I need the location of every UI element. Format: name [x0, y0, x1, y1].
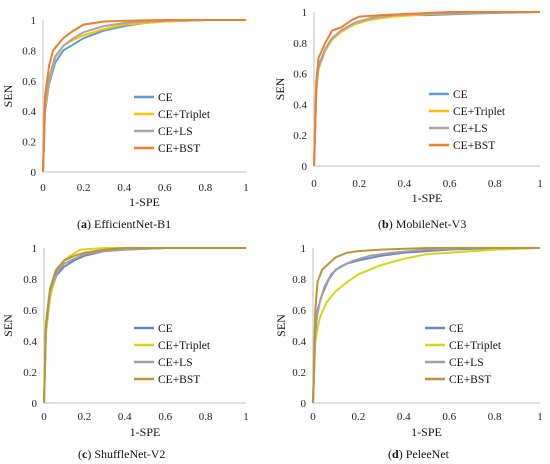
x-tick-label: 0.6	[442, 411, 456, 423]
y-tick-label: 1	[32, 243, 38, 255]
legend-label-ce-triplet: CE+Triplet	[158, 109, 211, 121]
y-tick-label: 0.8	[22, 45, 36, 57]
x-tick-label: 0.4	[397, 411, 411, 423]
legend-label-ce-bst: CE+BST	[449, 374, 491, 386]
x-tick-label: 0	[311, 178, 317, 190]
legend-label-ce-triplet: CE+Triplet	[158, 340, 211, 352]
legend-label-ce-triplet: CE+Triplet	[449, 340, 502, 352]
caption-shufflenet-v2: (c) ShuffleNet-V2	[78, 447, 166, 461]
panel-shufflenet-v2: 0 0.2 0.4 0.6 0.8 1 0 0.2 0.4 0.6 0.8 1 1-SPE SEN CE CE…	[0, 234, 275, 446]
x-tick-label: 0.8	[488, 411, 502, 423]
x-tick-label: 0.8	[199, 411, 213, 423]
y-axis-title: SEN	[275, 77, 287, 100]
legend-label-ce: CE	[158, 323, 173, 335]
x-tick-label: 0	[41, 411, 47, 423]
y-tick-label: 0.4	[23, 336, 37, 348]
y-tick-label: 0.4	[292, 336, 306, 348]
y-tick-label: 1	[301, 243, 307, 255]
roc-chart-shufflenet-v2: 0 0.2 0.4 0.6 0.8 1 0 0.2 0.4 0.6 0.8 1 1-SPE SEN CE CE…	[1, 243, 249, 439]
legend-label-ce-triplet: CE+Triplet	[453, 106, 506, 118]
series-line-ce-bst	[43, 247, 246, 404]
x-tick-label: 0.2	[78, 411, 92, 423]
y-tick-label: 0	[32, 398, 38, 410]
y-tick-label: 0.2	[23, 367, 37, 379]
y-tick-label: 0.4	[293, 99, 307, 111]
caption-efficientnet-b1: (a) EfficientNet-B1	[77, 217, 172, 231]
caption-mobilenet-v3: (b) MobileNet-V3	[378, 217, 467, 231]
x-tick-label: 0.6	[158, 411, 172, 423]
legend-label-ce: CE	[158, 92, 173, 104]
legend-label-ce-ls: CE+LS	[158, 126, 193, 138]
y-tick-label: 0.8	[292, 274, 306, 286]
series-line-ce-triplet	[312, 247, 541, 404]
x-tick-label: 0.8	[199, 182, 213, 194]
series-line-ce-bst	[312, 247, 540, 404]
caption-peleenet: (d) PeleeNet	[388, 447, 449, 461]
series-line-ce-bst	[42, 19, 246, 173]
x-tick-label: 0.6	[443, 178, 457, 190]
y-tick-label: 0	[302, 161, 308, 173]
x-tick-label: 0	[310, 411, 316, 423]
legend-label-ce: CE	[449, 323, 464, 335]
y-axis-title: SEN	[275, 314, 288, 337]
x-tick-label: 0.2	[352, 411, 366, 423]
y-axis-title: SEN	[1, 84, 15, 107]
y-tick-label: 0.6	[23, 305, 37, 317]
y-tick-label: 1	[31, 15, 37, 27]
legend-label-ce: CE	[453, 89, 468, 101]
series-line-ce	[313, 11, 541, 167]
x-axis-title: 1-SPE	[129, 195, 160, 209]
series-line-ce-ls	[313, 11, 541, 167]
x-tick-label: 0.4	[118, 411, 132, 423]
panel-peleenet: 0 0.2 0.4 0.6 0.8 1 0 0.2 0.4 0.6 0.8 1 1-SPE SEN CE CE…	[274, 234, 550, 446]
y-tick-label: 1	[302, 7, 308, 19]
roc-chart-peleenet: 0 0.2 0.4 0.6 0.8 1 0 0.2 0.4 0.6 0.8 1 1-SPE SEN CE CE…	[274, 243, 543, 439]
y-tick-label: 0.6	[293, 69, 307, 81]
x-axis-title: 1-SPE	[130, 425, 161, 439]
legend-label-ce-bst: CE+BST	[158, 374, 200, 386]
x-tick-label: 1	[537, 178, 543, 190]
y-tick-label: 0.8	[293, 38, 307, 50]
series-line-ce-triplet	[313, 11, 541, 167]
x-tick-label: 0.4	[398, 178, 412, 190]
y-tick-label: 0.2	[292, 367, 306, 379]
x-tick-label: 1	[243, 182, 249, 194]
y-axis-title: SEN	[1, 314, 15, 337]
y-tick-label: 0.6	[22, 76, 36, 88]
y-tick-label: 0	[31, 167, 37, 179]
legend-label-ce-bst: CE+BST	[158, 143, 200, 155]
x-tick-label: 0.2	[77, 182, 91, 194]
x-tick-label: 1	[537, 411, 543, 423]
y-tick-label: 0	[301, 398, 307, 410]
x-axis-title: 1-SPE	[412, 191, 443, 205]
y-tick-label: 0.8	[23, 274, 37, 286]
panel-mobilenet-v3: 0 0.2 0.4 0.6 0.8 1 0 0.2 0.4 0.6 0.8 1 1-SPE SEN CE CE…	[273, 0, 550, 215]
x-tick-label: 0.8	[488, 178, 502, 190]
roc-chart-mobilenet-v3: 0 0.2 0.4 0.6 0.8 1 0 0.2 0.4 0.6 0.8 1 1-SPE SEN CE CE…	[273, 7, 543, 205]
x-tick-label: 0.4	[117, 182, 131, 194]
y-tick-label: 0.4	[22, 106, 36, 118]
x-axis-title: 1-SPE	[411, 425, 442, 439]
x-tick-label: 0.2	[352, 178, 366, 190]
legend-label-ce-ls: CE+LS	[158, 357, 193, 369]
series-line-ce-ls	[312, 247, 540, 404]
roc-chart-efficientnet-b1: 0 0.2 0.4 0.6 0.8 1 0 0.2 0.4 0.6 0.8 1 1-SPE SEN CE CE…	[1, 15, 249, 209]
x-tick-label: 0.6	[158, 182, 172, 194]
y-tick-label: 0.2	[293, 130, 307, 142]
series-line-ce-bst	[313, 11, 540, 167]
y-tick-label: 0.6	[292, 305, 306, 317]
legend-label-ce-ls: CE+LS	[453, 123, 488, 135]
legend-label-ce-bst: CE+BST	[453, 140, 495, 152]
legend-label-ce-ls: CE+LS	[449, 357, 484, 369]
y-tick-label: 0.2	[22, 137, 36, 149]
panel-efficientnet-b1: 0 0.2 0.4 0.6 0.8 1 0 0.2 0.4 0.6 0.8 1 1-SPE SEN CE CE…	[0, 0, 275, 215]
x-tick-label: 1	[243, 411, 249, 423]
x-tick-label: 0	[40, 182, 46, 194]
